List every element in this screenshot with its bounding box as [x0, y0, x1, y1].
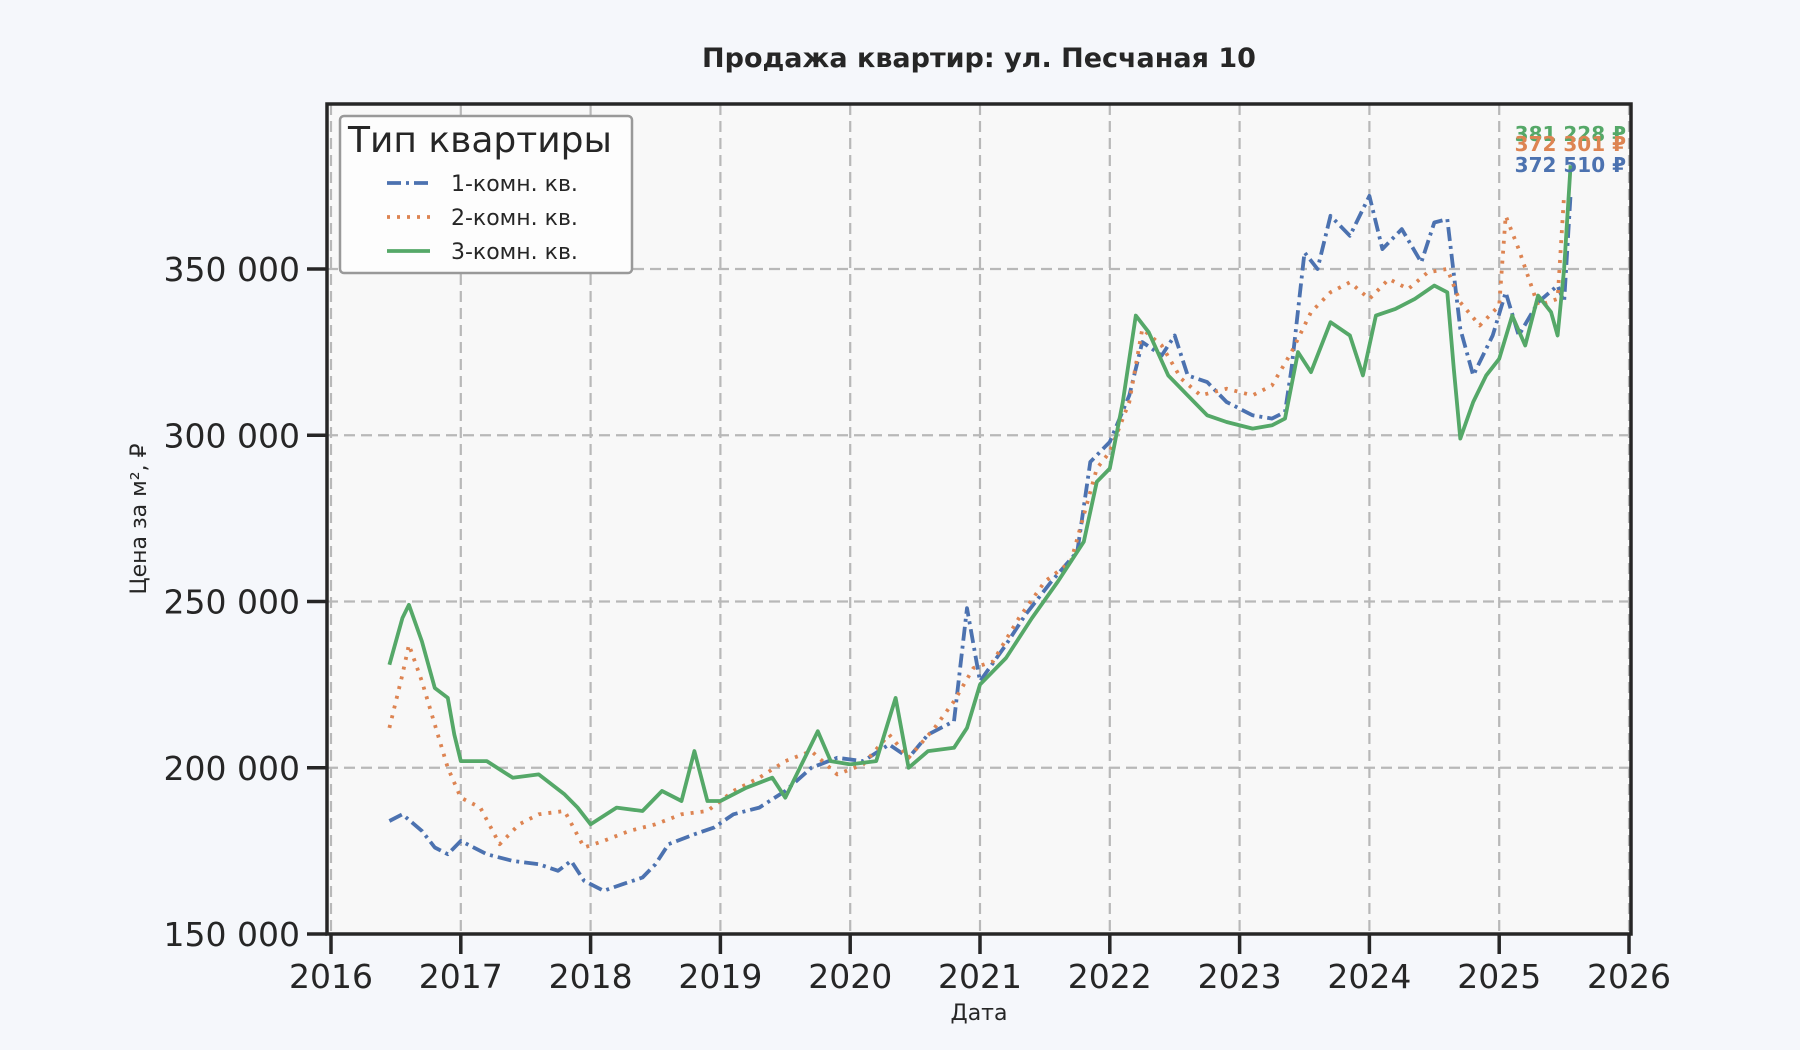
- series-line-1-room: [388, 194, 1573, 893]
- x-axis-ticks: 2016 2017 2018 2019 2020 2021 2022 2023 2024 2025…: [289, 934, 1671, 996]
- series-line-2-room: [387, 194, 1566, 850]
- legend-title: Тип квартиры: [347, 120, 612, 161]
- x-tick-label: 2019: [678, 957, 762, 996]
- x-tick-label: 2026: [1587, 957, 1671, 996]
- legend-label: 1-комн. кв.: [451, 172, 578, 197]
- legend-box: [338, 114, 634, 275]
- x-tick-label: 2022: [1068, 957, 1152, 996]
- legend: Тип квартиры 1-комн. кв. 2-комн. кв. 3-ком…: [338, 114, 634, 275]
- chart-title: Продажа квартир: ул. Песчаная 10: [702, 43, 1256, 74]
- x-tick-label: 2021: [938, 957, 1022, 996]
- x-tick-label: 2020: [808, 957, 892, 996]
- y-axis-label: Цена за м², ₽: [127, 443, 152, 594]
- series-line-3-room: [387, 165, 1573, 827]
- annotation-last-value: 381 228 ₽: [1515, 122, 1626, 146]
- y-tick-label: 250 000: [164, 583, 300, 622]
- last-value-annotations: 381 228 ₽372 301 ₽372 510 ₽: [1515, 122, 1626, 177]
- x-tick-label: 2025: [1457, 957, 1541, 996]
- x-axis-label: Дата: [951, 1001, 1008, 1026]
- legend-label: 2-комн. кв.: [451, 206, 578, 231]
- series-lines: [387, 165, 1573, 893]
- x-tick-label: 2018: [549, 957, 633, 996]
- annotation-last-value: 372 301 ₽: [1515, 132, 1626, 156]
- y-tick-label: 200 000: [164, 749, 300, 788]
- x-tick-label: 2023: [1198, 957, 1282, 996]
- x-tick-label: 2017: [419, 957, 503, 996]
- y-tick-label: 350 000: [164, 250, 300, 289]
- annotation-last-value: 372 510 ₽: [1515, 153, 1626, 177]
- y-tick-label: 300 000: [164, 416, 300, 455]
- x-tick-label: 2016: [289, 957, 373, 996]
- x-tick-label: 2024: [1327, 957, 1411, 996]
- legend-label: 3-комн. кв.: [451, 240, 578, 265]
- y-tick-label: 150 000: [164, 915, 300, 954]
- y-axis-ticks: 150 000 200 000 250 000 300 000 350 000: [164, 250, 327, 954]
